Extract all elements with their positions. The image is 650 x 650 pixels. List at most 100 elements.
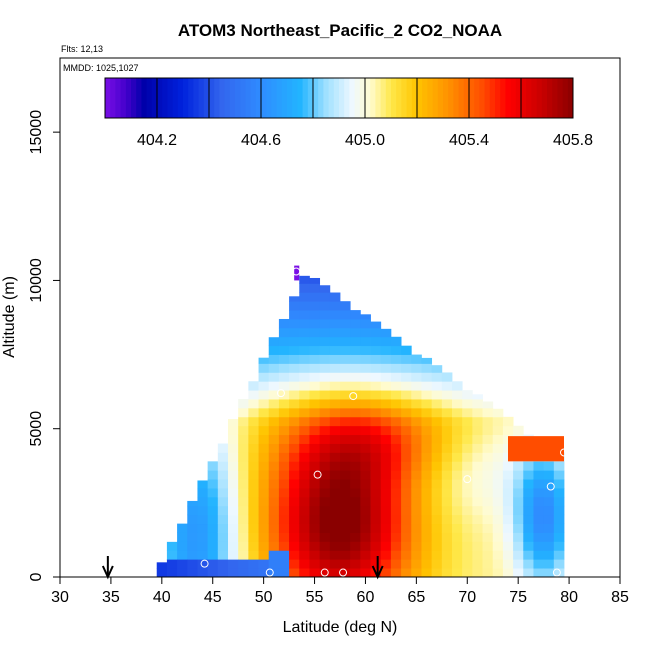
heatmap-cell (299, 443, 310, 453)
colorbar-cell (297, 78, 304, 118)
colorbar-cell (375, 78, 382, 118)
heatmap-cell (411, 541, 422, 551)
heatmap-cell (360, 488, 371, 498)
y-axis-label: Altitude (m) (1, 276, 18, 358)
flights-label: Flts: 12,13 (61, 44, 103, 54)
sample-point (292, 267, 301, 276)
heatmap-cell (360, 559, 371, 569)
heatmap-cell (482, 532, 494, 542)
heatmap-cell (289, 541, 300, 551)
heatmap-cell (319, 390, 331, 400)
heatmap-cell (197, 541, 209, 551)
sample-point (546, 482, 555, 491)
heatmap-cell (309, 407, 321, 418)
heatmap-cell (401, 363, 412, 373)
heatmap-cell (309, 336, 321, 347)
heatmap-cell (278, 354, 290, 364)
heatmap-cell (411, 372, 422, 382)
heatmap-cell (370, 470, 382, 480)
colorbar-tick-label: 405.0 (345, 132, 385, 149)
heatmap-cell (329, 461, 341, 471)
heatmap-cell (462, 470, 473, 480)
heatmap-cell (340, 327, 351, 338)
heatmap-cell (248, 550, 259, 560)
heatmap-cell (390, 496, 402, 507)
heatmap-cell (309, 488, 321, 498)
heatmap-cell (513, 496, 524, 507)
heatmap-cell (421, 399, 433, 409)
heatmap-cell (350, 354, 361, 364)
heatmap-cell (553, 532, 565, 542)
heatmap-cell (360, 496, 371, 507)
heatmap-cell (401, 505, 412, 516)
heatmap-cell (390, 514, 402, 525)
heatmap-cell (441, 425, 453, 436)
heatmap-cell (340, 550, 351, 560)
heatmap-cell (238, 479, 249, 489)
heatmap-cell (258, 399, 270, 409)
heatmap-cell (350, 479, 361, 489)
heatmap-cell (482, 505, 494, 516)
heatmap-cell (370, 532, 382, 542)
colorbar-cell (120, 78, 127, 118)
heatmap-cell (268, 550, 280, 560)
colorbar-cell (370, 78, 376, 118)
plot-frame (59, 57, 621, 578)
heatmap-cell (513, 505, 524, 516)
colorbar-cell (437, 78, 444, 118)
heatmap-cell (319, 354, 331, 364)
heatmap-cell (370, 345, 382, 355)
heatmap-cell (421, 559, 433, 569)
heatmap-cell (370, 363, 382, 373)
heatmap-cell (319, 443, 331, 453)
colorbar-cell (411, 78, 418, 118)
heatmap-cell (187, 500, 198, 507)
heatmap-cell (289, 399, 300, 409)
heatmap-cell (401, 479, 412, 489)
heatmap-cell (431, 443, 443, 453)
heatmap-cell (268, 372, 280, 382)
heatmap-cell (452, 532, 463, 542)
colorbar-cell (172, 78, 179, 118)
heatmap-cell (472, 568, 483, 578)
heatmap-cell (452, 390, 463, 400)
heatmap-cell (319, 292, 331, 302)
heatmap-cell (523, 461, 534, 471)
heatmap-cell (217, 496, 229, 507)
heatmap-cell (278, 443, 290, 453)
heatmap-cell (533, 550, 545, 560)
heatmap-cell (472, 416, 483, 427)
heatmap-cell (431, 365, 443, 373)
heatmap-cell (401, 523, 412, 533)
heatmap-cell (411, 443, 422, 453)
heatmap-cell (177, 568, 188, 578)
heatmap-cell (187, 559, 198, 569)
heatmap-cell (533, 523, 545, 533)
heatmap-cell (462, 399, 473, 409)
heatmap-cell (238, 416, 249, 427)
heatmap-cell (350, 461, 361, 471)
heatmap-cell (228, 496, 239, 507)
heatmap-cell (309, 283, 321, 293)
colorbar-cell (146, 78, 153, 118)
heatmap-cell (350, 363, 361, 373)
heatmap-cell (411, 496, 422, 507)
heatmap-cell (482, 479, 494, 489)
heatmap-cell (502, 568, 514, 578)
heatmap-cell (258, 425, 270, 436)
heatmap-cell (268, 354, 280, 364)
heatmap-cell (553, 496, 565, 507)
heatmap-cell (299, 327, 310, 338)
heatmap-cell (421, 514, 433, 525)
heatmap-cell (380, 407, 392, 418)
heatmap-cell (319, 327, 331, 338)
heatmap-cell (289, 559, 300, 569)
heatmap-cell (421, 381, 433, 391)
heatmap-cell (472, 407, 483, 418)
heatmap-cell (421, 425, 433, 436)
colorbar-cell (188, 78, 194, 118)
heatmap-cell (421, 523, 433, 533)
heatmap-cell (380, 461, 392, 471)
heatmap-cell (248, 568, 259, 578)
colorbar-cell (443, 78, 449, 118)
